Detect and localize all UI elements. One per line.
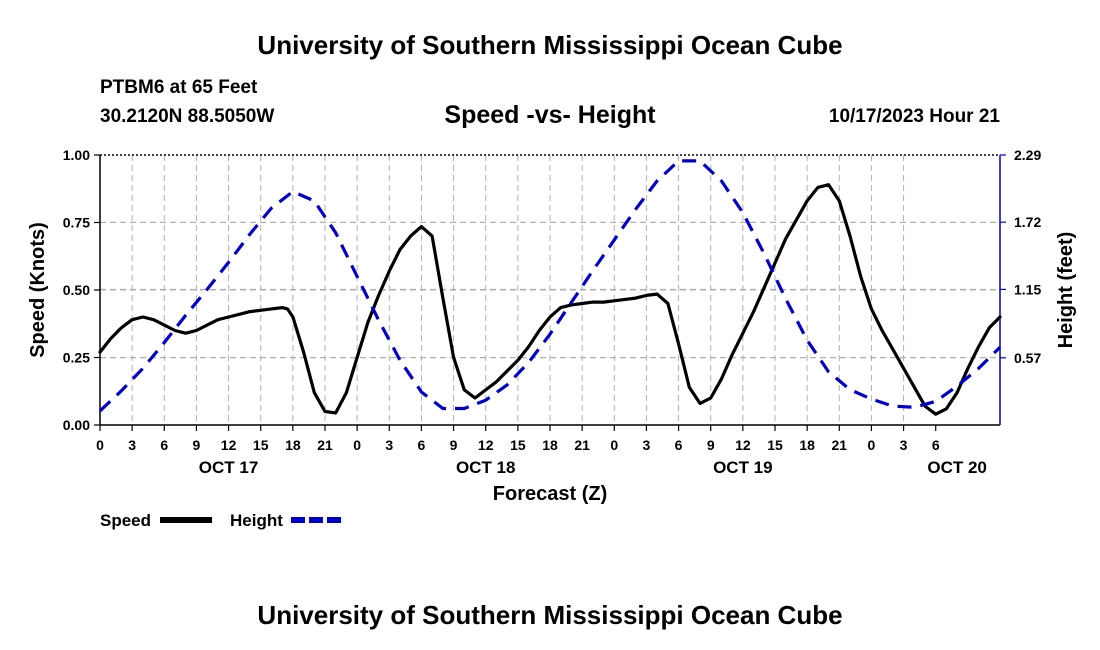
x-day-label: OCT 18 [456, 458, 516, 477]
x-tick-label: 3 [385, 437, 393, 453]
x-tick-label: 9 [450, 437, 458, 453]
x-tick-label: 12 [735, 437, 751, 453]
y2-axis-title: Height (feet) [1055, 232, 1077, 349]
y-axis-title: Speed (Knots) [27, 222, 49, 358]
x-tick-label: 15 [767, 437, 783, 453]
x-axis-title: Forecast (Z) [493, 483, 607, 505]
x-tick-label: 6 [932, 437, 940, 453]
x-day-label: OCT 17 [199, 458, 259, 477]
y2-tick-label: 2.29 [1014, 147, 1041, 163]
x-tick-label: 18 [285, 437, 301, 453]
x-tick-label: 9 [707, 437, 715, 453]
x-tick-label: 12 [221, 437, 237, 453]
legend-label-speed: Speed [100, 511, 151, 530]
x-tick-label: 6 [675, 437, 683, 453]
x-tick-label: 3 [128, 437, 136, 453]
x-tick-label: 21 [317, 437, 333, 453]
x-tick-label: 0 [610, 437, 618, 453]
x-tick-label: 12 [478, 437, 494, 453]
x-tick-label: 3 [643, 437, 651, 453]
y-tick-label: 0.00 [63, 417, 90, 433]
x-tick-label: 9 [193, 437, 201, 453]
x-day-label: OCT 20 [927, 458, 987, 477]
x-tick-label: 0 [353, 437, 361, 453]
footer-title: University of Southern Mississippi Ocean… [257, 600, 843, 630]
x-day-label: OCT 19 [713, 458, 773, 477]
y-tick-label: 0.50 [63, 282, 90, 298]
page-title: University of Southern Mississippi Ocean… [257, 30, 843, 60]
legend-label-height: Height [230, 511, 283, 530]
station-coordinates: 30.2120N 88.5050W [100, 106, 275, 127]
speed-series-line [98, 183, 1002, 416]
chart-title: Speed -vs- Height [444, 101, 656, 129]
x-tick-label: 21 [574, 437, 590, 453]
x-tick-label: 18 [799, 437, 815, 453]
x-tick-label: 6 [160, 437, 168, 453]
y-tick-label: 0.75 [63, 215, 90, 231]
height-series-line [98, 159, 1002, 413]
station-label: PTBM6 at 65 Feet [100, 77, 258, 98]
forecast-datetime: 10/17/2023 Hour 21 [828, 106, 1000, 127]
x-tick-label: 15 [510, 437, 526, 453]
y2-tick-label: 0.57 [1014, 350, 1041, 366]
x-tick-label: 0 [96, 437, 104, 453]
x-tick-label: 21 [831, 437, 847, 453]
y2-tick-label: 1.72 [1014, 214, 1041, 230]
y-tick-label: 1.00 [63, 147, 90, 163]
x-tick-label: 18 [542, 437, 558, 453]
x-tick-label: 0 [868, 437, 876, 453]
y2-tick-label: 1.15 [1014, 281, 1041, 297]
y-tick-label: 0.25 [63, 350, 90, 366]
x-tick-label: 15 [253, 437, 269, 453]
x-tick-label: 3 [900, 437, 908, 453]
x-tick-label: 6 [418, 437, 426, 453]
